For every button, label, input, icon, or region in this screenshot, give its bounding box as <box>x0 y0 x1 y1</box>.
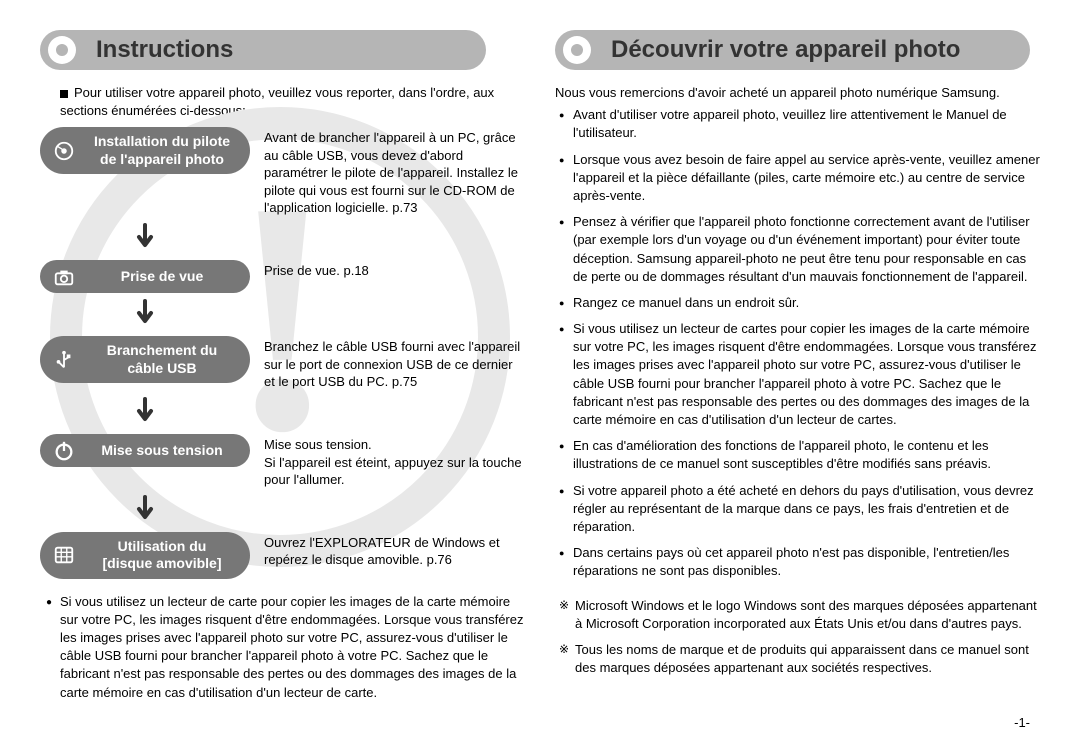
list-item: En cas d'amélioration des fonctions de l… <box>559 437 1040 473</box>
arrow-down-icon <box>40 293 250 336</box>
header-dot <box>48 36 76 64</box>
header-dot <box>563 36 591 64</box>
list-item: Avant d'utiliser votre appareil photo, v… <box>559 106 1040 142</box>
list-item: Lorsque vous avez besoin de faire appel … <box>559 151 1040 206</box>
page-number: -1- <box>1014 715 1030 730</box>
step-label-2: de l'appareil photo <box>100 151 224 167</box>
star-list: Microsoft Windows et le logo Windows son… <box>559 597 1040 678</box>
list-item: Tous les noms de marque et de produits q… <box>559 641 1040 677</box>
left-intro: Pour utiliser votre appareil photo, veui… <box>60 84 525 119</box>
step-label: Installation du pilote <box>94 133 230 149</box>
left-column: Instructions Pour utiliser votre apparei… <box>40 30 525 702</box>
arrow-down-icon <box>40 391 250 434</box>
step-desc: Prise de vue. p.18 <box>264 260 369 280</box>
step-label-2: câble USB <box>127 360 196 376</box>
step-row: Prise de vue Prise de vue. p.18 <box>40 260 525 294</box>
step-row: Branchement du câble USB Branchez le câb… <box>40 336 525 391</box>
step-row: Installation du pilote de l'appareil pho… <box>40 127 525 217</box>
arrow-down-icon <box>40 217 250 260</box>
step-label-2: [disque amovible] <box>102 555 221 571</box>
step-row: Mise sous tension Mise sous tension. Si … <box>40 434 525 489</box>
step-pill-usb: Branchement du câble USB <box>40 336 250 383</box>
step-label: Prise de vue <box>121 268 204 284</box>
step-pill-install: Installation du pilote de l'appareil pho… <box>40 127 250 174</box>
left-intro-text: Pour utiliser votre appareil photo, veui… <box>60 85 494 118</box>
square-bullet-icon <box>60 90 68 98</box>
step-label: Mise sous tension <box>101 442 222 458</box>
left-title: Instructions <box>96 36 233 63</box>
left-header-pill: Instructions <box>40 30 486 70</box>
cd-icon <box>52 139 76 163</box>
step-desc: Ouvrez l'EXPLORATEUR de Windows et repér… <box>264 532 525 569</box>
list-item: Pensez à vérifier que l'appareil photo f… <box>559 213 1040 286</box>
right-column: Découvrir votre appareil photo Nous vous… <box>555 30 1040 702</box>
arrow-down-icon <box>40 489 250 532</box>
list-item: Si votre appareil photo a été acheté en … <box>559 482 1040 537</box>
left-footnote: Si vous utilisez un lecteur de carte pou… <box>60 593 525 702</box>
step-desc: Branchez le câble USB fourni avec l'appa… <box>264 336 525 391</box>
step-row: Utilisation du [disque amovible] Ouvrez … <box>40 532 525 579</box>
step-pill-disk: Utilisation du [disque amovible] <box>40 532 250 579</box>
list-item: Si vous utilisez un lecteur de cartes po… <box>559 320 1040 429</box>
right-intro: Nous vous remercions d'avoir acheté un a… <box>555 84 1040 102</box>
page-container: Instructions Pour utiliser votre apparei… <box>0 0 1080 722</box>
disk-icon <box>52 543 76 567</box>
step-pill-power: Mise sous tension <box>40 434 250 468</box>
camera-icon <box>52 265 76 289</box>
steps-container: ! Installation du pilote de l'appareil p… <box>40 127 525 579</box>
list-item: Dans certains pays où cet appareil photo… <box>559 544 1040 580</box>
step-label: Branchement du <box>107 342 217 358</box>
bullet-list: Avant d'utiliser votre appareil photo, v… <box>559 106 1040 580</box>
step-desc: Mise sous tension. Si l'appareil est éte… <box>264 434 525 489</box>
step-pill-shoot: Prise de vue <box>40 260 250 294</box>
power-icon <box>52 439 76 463</box>
right-title: Découvrir votre appareil photo <box>611 36 960 63</box>
step-label: Utilisation du <box>118 538 207 554</box>
usb-icon <box>52 348 76 372</box>
list-item: Microsoft Windows et le logo Windows son… <box>559 597 1040 633</box>
step-desc: Avant de brancher l'appareil à un PC, gr… <box>264 127 525 217</box>
list-item: Rangez ce manuel dans un endroit sûr. <box>559 294 1040 312</box>
right-header-pill: Découvrir votre appareil photo <box>555 30 1030 70</box>
